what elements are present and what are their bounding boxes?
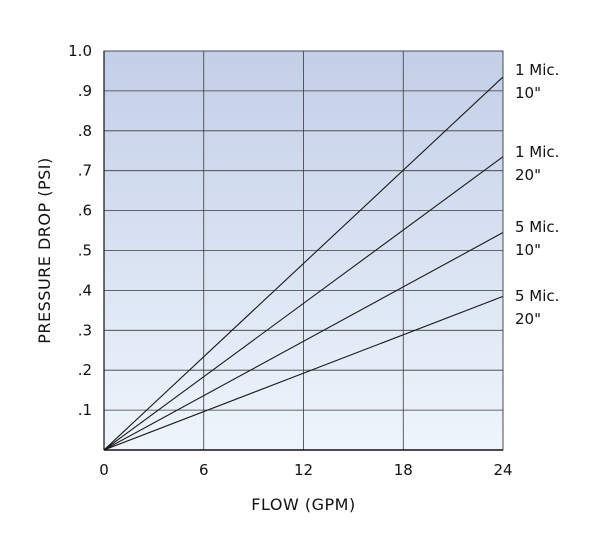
series-label-0: 1 Mic. 10"	[515, 61, 559, 102]
y-tick-label: .1	[78, 401, 92, 419]
series-label-line: 1 Mic.	[515, 143, 559, 161]
y-tick-label: .4	[78, 281, 92, 299]
series-label-line: 1 Mic.	[515, 61, 559, 79]
y-tick-label: .7	[78, 162, 92, 180]
y-tick-label: .6	[78, 202, 92, 220]
y-tick-label: .3	[78, 321, 92, 339]
x-axis-ticks: 0 6 12 18 24	[99, 461, 512, 479]
x-tick-label: 18	[394, 461, 413, 479]
series-label-line: 5 Mic.	[515, 218, 559, 236]
x-tick-label: 6	[199, 461, 209, 479]
series-lines	[103, 76, 504, 451]
series-label-line: 20"	[515, 166, 541, 184]
axis-frame	[103, 50, 504, 451]
grid	[104, 51, 503, 450]
y-axis-ticks: .1 .2 .3 .4 .5 .6 .7 .8 .9 1.0	[68, 42, 92, 419]
y-axis-title: PRESSURE DROP (PSI)	[35, 157, 54, 343]
series-label-line: 20"	[515, 310, 541, 328]
y-tick-label: .9	[78, 82, 92, 100]
series-line-1	[103, 156, 504, 451]
series-label-1: 1 Mic. 20"	[515, 143, 559, 184]
y-tick-label: 1.0	[68, 42, 92, 60]
x-axis-title: FLOW (GPM)	[251, 495, 355, 514]
y-tick-label: .5	[78, 242, 92, 260]
series-line-3	[103, 295, 504, 451]
series-label-3: 5 Mic. 20"	[515, 287, 559, 328]
x-tick-label: 24	[493, 461, 512, 479]
series-label-2: 5 Mic. 10"	[515, 218, 559, 259]
series-label-line: 10"	[515, 84, 541, 102]
series-label-line: 5 Mic.	[515, 287, 559, 305]
series-line-0	[103, 76, 504, 451]
series-line-2	[103, 232, 504, 451]
y-tick-label: .2	[78, 361, 92, 379]
series-labels: 1 Mic. 10" 1 Mic. 20" 5 Mic. 10" 5 Mic. 20"	[515, 61, 559, 328]
y-tick-label: .8	[78, 122, 92, 140]
x-tick-label: 12	[294, 461, 313, 479]
series-label-line: 10"	[515, 241, 541, 259]
x-tick-label: 0	[99, 461, 109, 479]
